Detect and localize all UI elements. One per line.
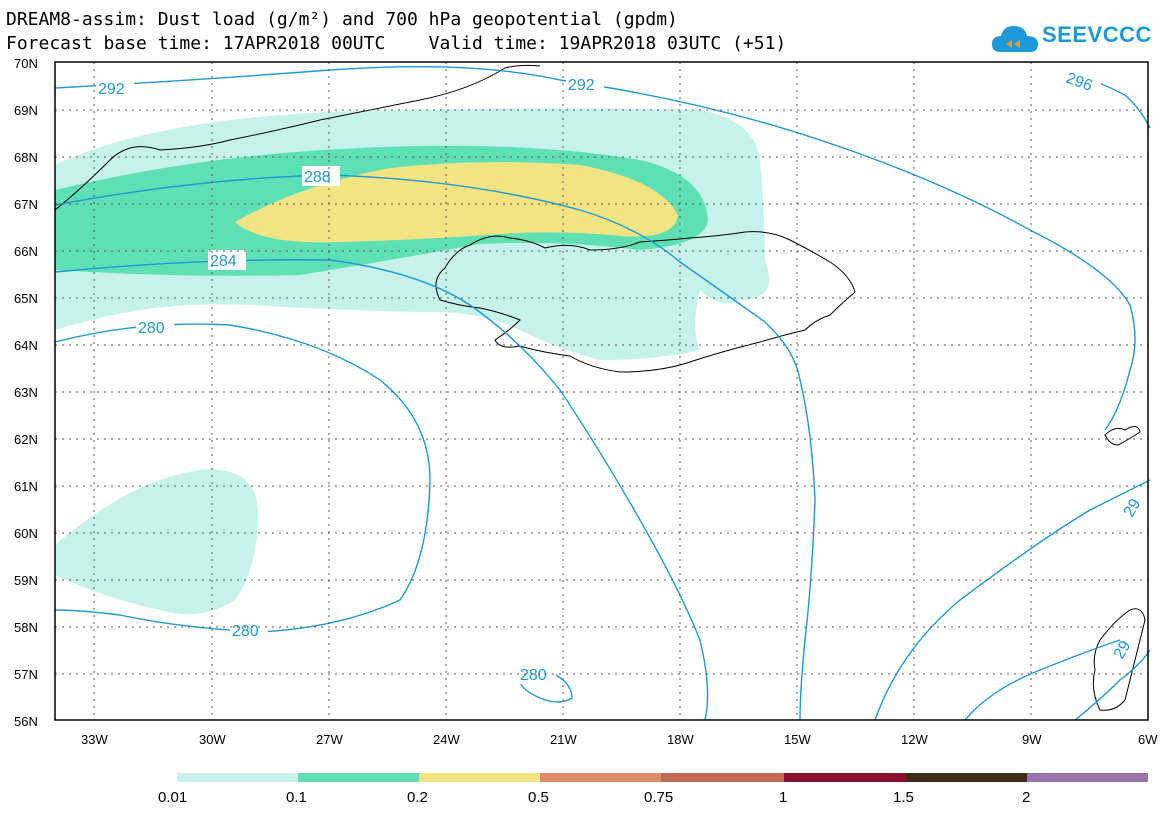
lon-label-24w: 24W xyxy=(433,732,460,747)
contour-label-29-southeast: 29 xyxy=(1111,638,1135,662)
contour-east-3 xyxy=(1074,649,1151,721)
lat-label-56n: 56N xyxy=(14,714,38,729)
colorbar-label-0: 0.01 xyxy=(158,789,187,806)
lat-label-58n: 58N xyxy=(14,620,38,635)
contour-label-284: 284 xyxy=(210,253,237,270)
colorbar-label-7: 2 xyxy=(1022,789,1030,806)
colorbar-label-3: 0.5 xyxy=(528,789,549,806)
colorbar-label-4: 0.75 xyxy=(644,789,673,806)
scotland-coast xyxy=(1092,608,1146,711)
colorbar-label-5: 1 xyxy=(779,789,787,806)
lat-label-63n: 63N xyxy=(14,385,38,400)
lat-label-57n: 57N xyxy=(14,667,38,682)
lat-label-60n: 60N xyxy=(14,526,38,541)
lat-label-66n: 66N xyxy=(14,244,38,259)
contour-label-288: 288 xyxy=(304,169,331,186)
contour-292 xyxy=(54,65,1136,431)
colorbar-swatch-1 xyxy=(298,773,419,782)
latitude-labels: 70N 69N 68N 67N 66N 65N 64N 63N 62N 61N … xyxy=(14,56,38,729)
contour-label-280-north: 280 xyxy=(138,320,165,337)
lat-label-59n: 59N xyxy=(14,573,38,588)
colorbar-swatch-3 xyxy=(540,773,661,782)
lon-label-33w: 33W xyxy=(81,732,108,747)
map-subtitle: Forecast base time: 17APR2018 00UTC Vali… xyxy=(6,33,787,54)
colorbar: 0.01 0.1 0.2 0.5 0.75 1 1.5 2 xyxy=(158,773,1148,806)
lat-label-61n: 61N xyxy=(14,479,38,494)
lat-label-69n: 69N xyxy=(14,103,38,118)
logo-text: SEEVCCC xyxy=(1042,22,1152,47)
lon-label-9w: 9W xyxy=(1022,732,1042,747)
colorbar-swatch-4 xyxy=(661,773,784,782)
colorbar-swatch-5 xyxy=(784,773,906,782)
map-frame xyxy=(54,61,1149,721)
contour-east-2 xyxy=(964,639,1121,721)
colorbar-label-6: 1.5 xyxy=(893,789,914,806)
dust-field xyxy=(55,108,770,615)
lat-label-70n: 70N xyxy=(14,56,38,71)
lon-label-30w: 30W xyxy=(199,732,226,747)
seevccc-logo: SEEVCCC xyxy=(990,18,1152,58)
lon-label-12w: 12W xyxy=(901,732,928,747)
lat-label-67n: 67N xyxy=(14,197,38,212)
contour-284 xyxy=(54,259,709,721)
colorbar-swatch-6 xyxy=(906,773,1027,782)
greenland-coastline xyxy=(54,64,541,211)
colorbar-swatch-0 xyxy=(177,773,298,782)
lon-label-6w: 6W xyxy=(1138,732,1158,747)
lon-label-27w: 27W xyxy=(316,732,343,747)
dust-region-low-south xyxy=(55,469,258,615)
contour-east-1 xyxy=(874,479,1151,721)
lon-label-18w: 18W xyxy=(667,732,694,747)
colorbar-label-2: 0.2 xyxy=(407,789,428,806)
contour-labels: 292 292 296 288 284 280 280 280 29 29 xyxy=(96,67,1144,684)
colorbar-swatch-2 xyxy=(419,773,540,782)
lat-label-65n: 65N xyxy=(14,291,38,306)
contour-label-292-west: 292 xyxy=(98,81,125,98)
colorbar-label-1: 0.1 xyxy=(286,789,307,806)
graticule xyxy=(55,62,1148,720)
contour-label-280-small: 280 xyxy=(520,667,547,684)
faroe-islands xyxy=(1104,426,1141,446)
lat-label-68n: 68N xyxy=(14,150,38,165)
contour-label-280-south: 280 xyxy=(232,623,259,640)
lat-label-62n: 62N xyxy=(14,432,38,447)
lon-label-15w: 15W xyxy=(784,732,811,747)
iceland-coastline xyxy=(435,231,856,373)
cloud-icon xyxy=(992,26,1038,52)
contour-label-292-east: 292 xyxy=(568,77,595,94)
lat-label-64n: 64N xyxy=(14,338,38,353)
colorbar-swatch-7 xyxy=(1027,773,1148,782)
longitude-labels: 33W 30W 27W 24W 21W 18W 15W 12W 9W 6W xyxy=(81,732,1158,747)
contour-label-29-east: 29 xyxy=(1121,496,1145,520)
contour-280 xyxy=(54,323,431,633)
map-title: DREAM8-assim: Dust load (g/m²) and 700 h… xyxy=(6,9,678,30)
dust-region-high xyxy=(235,162,678,243)
lon-label-21w: 21W xyxy=(550,732,577,747)
